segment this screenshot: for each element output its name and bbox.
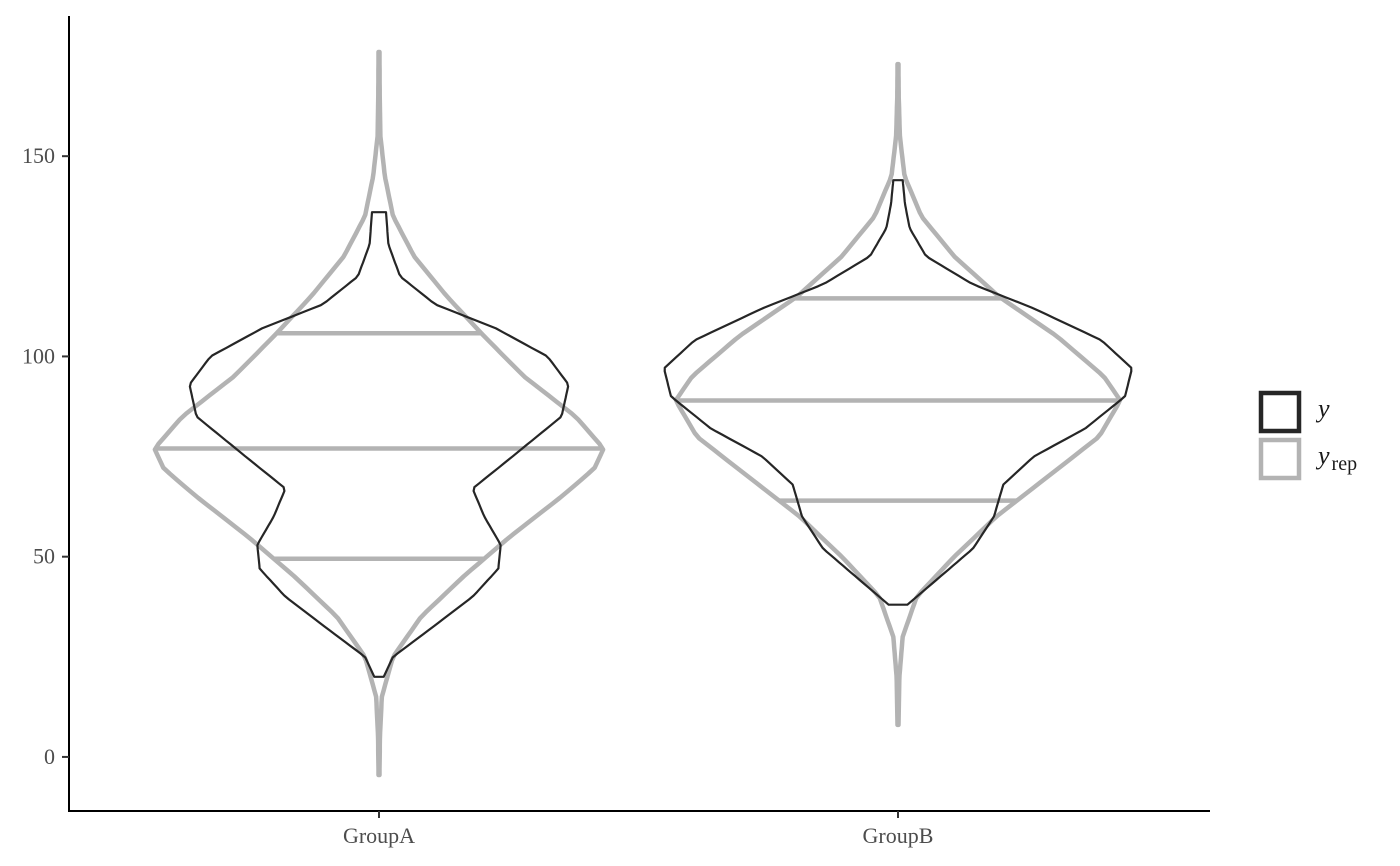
y-tick-label: 0 xyxy=(44,744,55,769)
violin-y-groupa xyxy=(188,211,570,678)
y-tick-label: 100 xyxy=(22,343,55,368)
x-tick-label-groupa: GroupA xyxy=(343,823,415,848)
legend: y y rep xyxy=(1258,390,1357,481)
violin-y-rep-groupb xyxy=(673,61,1123,728)
x-axis-ticks: GroupA GroupB xyxy=(343,811,934,848)
legend-label-y: y xyxy=(1315,394,1330,423)
y-tick-label: 50 xyxy=(33,544,55,569)
plot-area xyxy=(152,49,1133,778)
legend-key-y-rep xyxy=(1258,437,1302,481)
violin-y-rep-groupa xyxy=(152,49,606,778)
y-axis-ticks: 0 50 100 150 xyxy=(22,143,69,769)
legend-key-y xyxy=(1258,390,1302,434)
legend-label-y-rep: y rep xyxy=(1315,441,1357,475)
x-tick-label-groupb: GroupB xyxy=(863,823,934,848)
violin-y-groupb xyxy=(663,179,1133,606)
legend-subscript: rep xyxy=(1332,453,1358,475)
y-tick-label: 150 xyxy=(22,143,55,168)
